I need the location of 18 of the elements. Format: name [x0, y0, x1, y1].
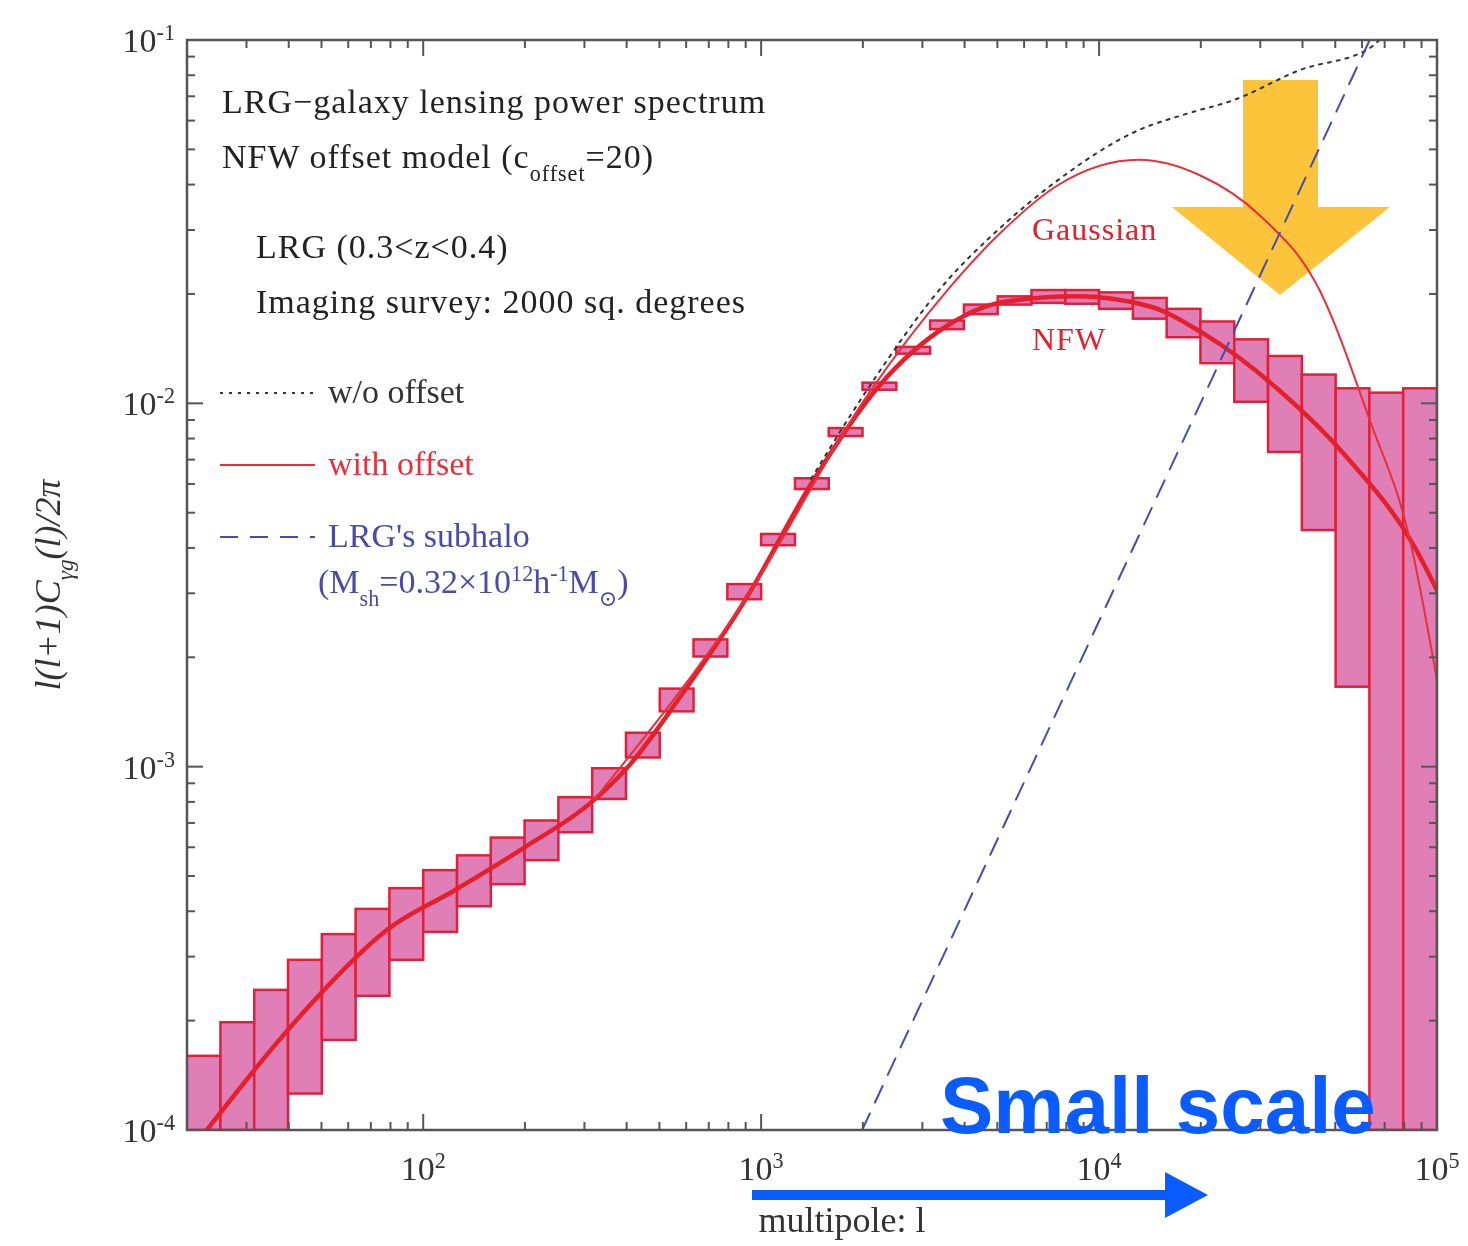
annotation: Imaging survey: 2000 sq. degrees [256, 283, 746, 320]
annotation: LRG−galaxy lensing power spectrum [222, 83, 767, 120]
y-tick-label: 10$^{-4}$ [122, 1109, 175, 1149]
x-tick-label: 10$^{2}$ [400, 1147, 446, 1187]
annotation: LRG (0.3<z<0.4) [256, 228, 509, 266]
y-tick-label: 10$^{-3}$ [122, 746, 175, 786]
legend-label: with offset [328, 445, 475, 482]
annotation: NFW offset model (c$_{offset}$=20) [222, 138, 655, 186]
annotation: NFW [1032, 321, 1107, 357]
x-tick-label: 10$^{4}$ [1076, 1147, 1122, 1187]
annotation: Gaussian [1032, 211, 1158, 247]
x-tick-label: 10$^{5}$ [1414, 1147, 1460, 1187]
x-tick-label: 10$^{3}$ [738, 1147, 784, 1187]
y-tick-label: 10$^{-2}$ [122, 382, 175, 423]
text: LRG's subhalo (M$_{sh}$=0.32×10$^{12}$h$^{-1}$M$_{⊙}$) [318, 517, 629, 611]
x-axis-title: multipole: l [758, 1200, 926, 1240]
legend-label: w/o offset [328, 373, 465, 410]
y-tick-label: 10$^{-1}$ [122, 19, 175, 59]
